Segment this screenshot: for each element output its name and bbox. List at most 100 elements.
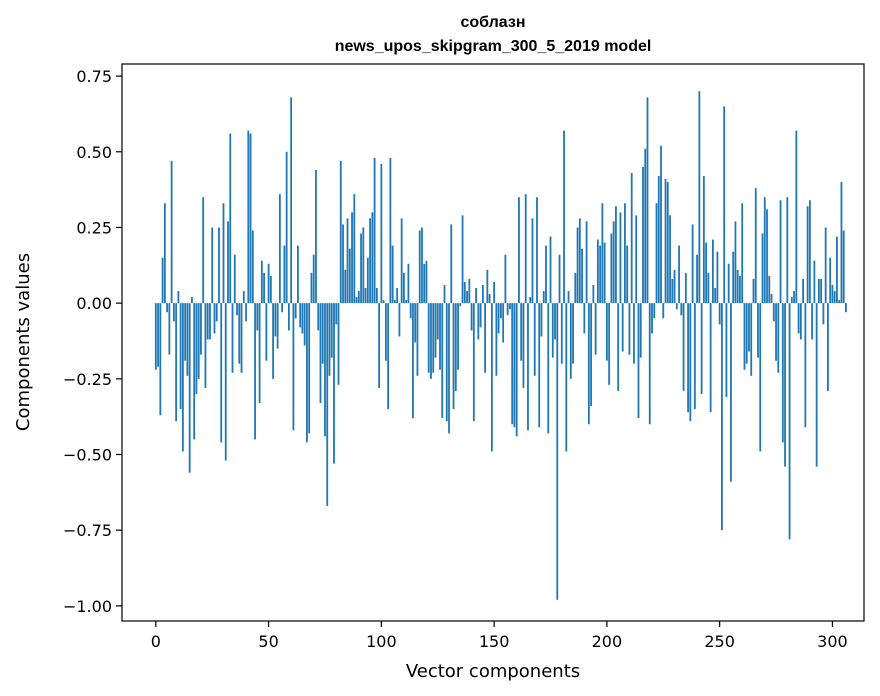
bar-component-43	[251, 230, 254, 304]
bar-component-14	[186, 303, 189, 376]
bar-component-124	[434, 303, 437, 358]
bar-component-252	[723, 106, 726, 304]
bar-component-58	[285, 151, 288, 304]
bar-component-9	[175, 303, 178, 422]
bar-component-299	[829, 257, 832, 304]
bar-series	[154, 91, 847, 600]
bar-component-227	[666, 182, 669, 304]
bar-component-64	[299, 303, 302, 328]
bar-component-27	[215, 303, 218, 322]
bar-component-104	[389, 157, 392, 304]
bar-component-68	[308, 303, 311, 434]
bar-component-86	[348, 248, 351, 304]
bar-component-56	[281, 303, 284, 313]
bar-component-281	[788, 303, 791, 540]
bar-component-138	[466, 291, 468, 304]
bar-component-286	[799, 303, 802, 340]
bar-component-231	[675, 303, 678, 310]
bar-component-295	[820, 278, 823, 304]
bar-component-223	[657, 176, 660, 304]
bar-component-214	[637, 303, 640, 419]
y-tick-label-3: 0.00	[76, 294, 112, 313]
bar-component-247	[711, 239, 714, 304]
bar-component-108	[398, 303, 401, 337]
bar-component-0	[154, 303, 157, 370]
bar-component-157	[509, 303, 511, 310]
bar-component-260	[741, 203, 744, 304]
bar-component-119	[423, 263, 426, 304]
bar-component-129	[445, 303, 448, 422]
bar-component-8	[172, 303, 175, 322]
bar-component-94	[366, 257, 369, 304]
bar-component-216	[642, 166, 644, 304]
bar-component-28	[218, 227, 220, 304]
bar-component-93	[364, 288, 367, 304]
bar-component-186	[574, 272, 577, 304]
bar-component-46	[258, 303, 261, 404]
bar-component-249	[716, 251, 719, 304]
bar-component-238	[691, 224, 694, 304]
bar-component-177	[554, 303, 556, 340]
y-tick-label-5: −0.50	[63, 446, 112, 465]
bar-component-12	[181, 303, 184, 452]
bar-component-292	[813, 260, 816, 304]
bar-component-128	[443, 284, 446, 304]
bar-component-229	[671, 278, 674, 304]
bar-component-272	[768, 275, 771, 304]
bar-component-248	[714, 288, 717, 304]
bar-component-39	[242, 291, 245, 304]
bar-component-228	[669, 215, 671, 304]
bar-component-33	[229, 133, 232, 304]
bar-component-61	[292, 303, 295, 431]
bar-component-198	[601, 203, 604, 304]
bar-component-60	[290, 97, 293, 304]
bar-component-106	[393, 300, 396, 304]
bar-component-199	[603, 242, 606, 304]
bar-component-65	[301, 303, 304, 334]
bar-component-16	[191, 297, 193, 304]
bar-component-55	[278, 194, 281, 304]
y-tick-label-4: −0.25	[63, 370, 112, 389]
bar-component-204	[615, 206, 617, 304]
bar-component-88	[353, 194, 356, 304]
bar-component-190	[583, 303, 586, 334]
bar-component-132	[452, 303, 455, 410]
bar-component-253	[725, 303, 728, 397]
bar-component-140	[470, 303, 473, 331]
bar-component-225	[662, 303, 665, 319]
bar-component-152	[497, 303, 500, 334]
bar-component-179	[558, 254, 561, 304]
x-tick-label-250: 250	[704, 632, 735, 651]
bar-component-195	[594, 303, 597, 355]
bar-component-290	[808, 200, 811, 304]
bar-component-210	[628, 303, 631, 355]
x-tick-label-200: 200	[592, 632, 623, 651]
bar-component-180	[560, 303, 563, 364]
bar-component-87	[351, 212, 353, 304]
bar-component-254	[727, 263, 730, 304]
bar-component-278	[781, 303, 784, 443]
bar-component-183	[567, 291, 570, 304]
bar-component-285	[797, 303, 800, 334]
y-tick-label-6: −0.75	[63, 521, 112, 540]
bar-component-262	[745, 303, 748, 364]
bar-component-23	[206, 303, 209, 340]
bar-component-131	[450, 224, 453, 304]
bar-component-54	[276, 303, 279, 349]
bar-component-111	[405, 300, 408, 304]
bar-component-222	[655, 203, 658, 304]
x-tick-label-0: 0	[151, 632, 161, 651]
y-tick-label-2: 0.25	[76, 218, 112, 237]
bar-component-280	[786, 197, 789, 304]
bar-component-71	[315, 169, 317, 304]
bar-component-161	[518, 197, 520, 304]
bar-component-297	[824, 227, 827, 304]
bar-component-263	[748, 303, 750, 352]
bar-component-269	[761, 233, 764, 304]
bar-component-3	[161, 257, 164, 304]
bar-component-47	[260, 260, 263, 304]
bar-component-5	[166, 303, 168, 313]
bar-component-35	[233, 254, 236, 304]
bar-component-261	[743, 303, 746, 370]
bar-component-287	[802, 278, 804, 304]
